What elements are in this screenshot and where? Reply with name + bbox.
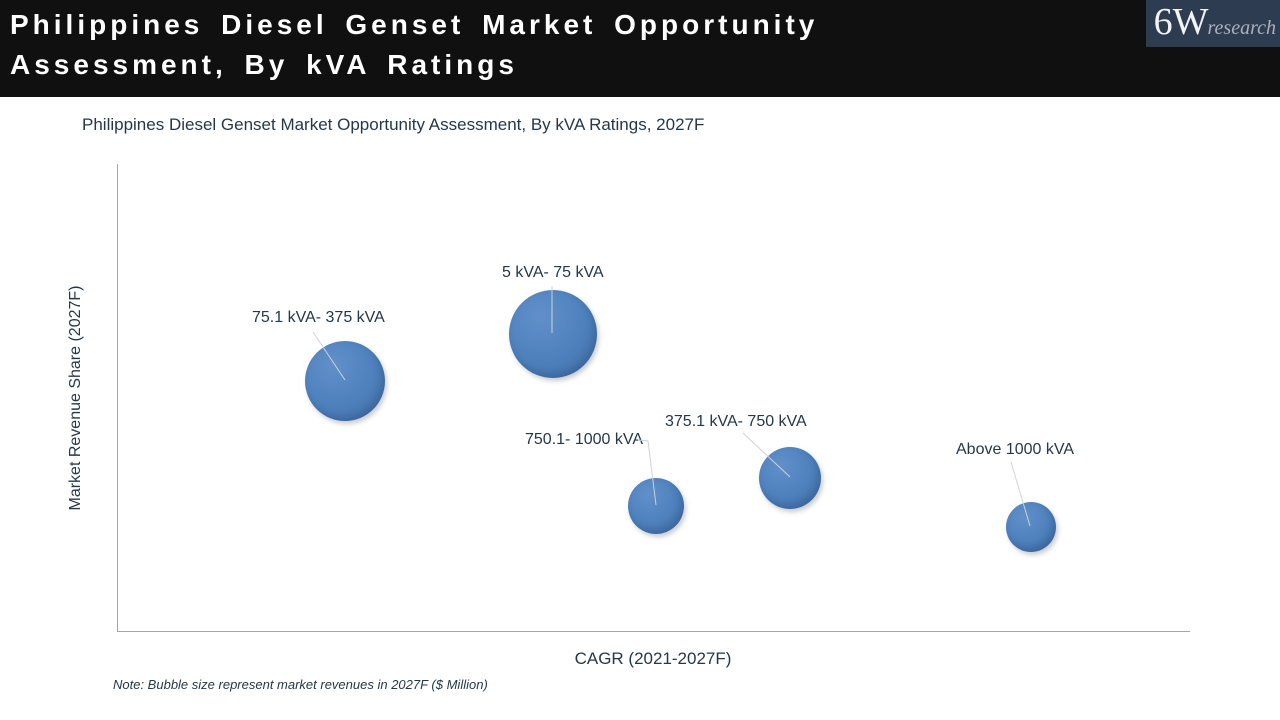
brand-logo: 6W research: [1146, 0, 1280, 47]
x-axis-line: [117, 631, 1190, 632]
logo-research-text: research: [1207, 17, 1277, 39]
bubble-label: 750.1- 1000 kVA: [525, 431, 644, 448]
bubble-data-point: [759, 447, 821, 509]
bubble-label: 5 kVA- 75 kVA: [502, 264, 604, 281]
page-title: Philippines Diesel Genset Market Opportu…: [10, 9, 819, 80]
bubble-label: 75.1 kVA- 375 kVA: [252, 309, 385, 326]
bubble-data-point: [305, 341, 385, 421]
x-axis-title: CAGR (2021-2027F): [574, 649, 732, 668]
footnote: Note: Bubble size represent market reven…: [113, 677, 488, 692]
y-axis-line: [117, 164, 118, 632]
bubble-data-point: [509, 290, 597, 378]
logo-6w-text: 6W: [1153, 1, 1209, 43]
header-bar: Philippines Diesel Genset Market Opportu…: [0, 0, 1280, 97]
bubble-data-point: [628, 478, 684, 534]
chart-title: Philippines Diesel Genset Market Opportu…: [82, 115, 705, 134]
bubble-label: 375.1 kVA- 750 kVA: [665, 413, 807, 430]
bubble-data-point: [1006, 502, 1056, 552]
bubble-label: Above 1000 kVA: [956, 441, 1075, 458]
